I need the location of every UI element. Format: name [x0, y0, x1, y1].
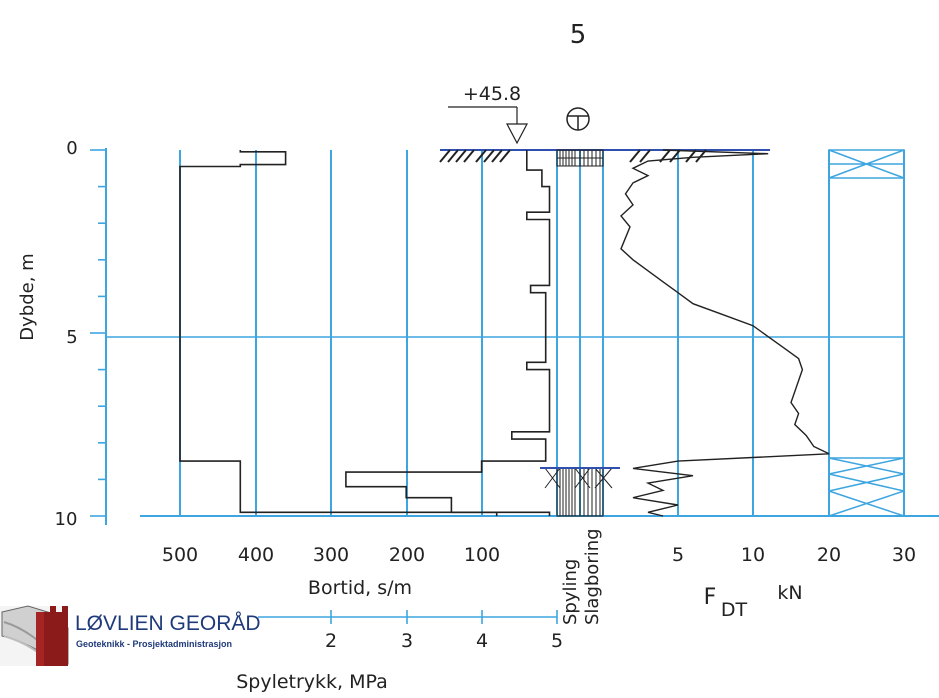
bortid-tick-500: 500: [162, 544, 198, 566]
logo-icon: [0, 604, 69, 666]
depth-tick-label-5: 5: [66, 327, 77, 348]
bortid-left-series: [179, 150, 498, 516]
spyletrykk-ticks: [330, 610, 558, 624]
bortid-tick-200: 200: [389, 544, 425, 566]
slagboring-bottom-fill: [544, 467, 613, 517]
fdt-tick-10: 10: [741, 544, 765, 566]
fdt-tick-30: 30: [892, 544, 916, 566]
bortid-tick-300: 300: [313, 544, 349, 566]
fdt-series: [620, 149, 830, 517]
spyling-label: Spyling: [560, 559, 581, 625]
drilling-columns: [556, 150, 604, 516]
ground-level-hatch-icon: [439, 149, 707, 163]
spyletrykk-tick-4: 4: [476, 630, 488, 652]
bortid-tick-400: 400: [238, 544, 274, 566]
bortid-axis-label: Bortid, s/m: [308, 577, 412, 599]
fdt-grid: [677, 150, 905, 516]
company-tagline: Geoteknikk - Prosjektadministrasjon: [76, 639, 232, 649]
spyletrykk-tick-2: 2: [325, 630, 337, 652]
ground-level-triangle-icon: [506, 123, 528, 145]
elevation-label: +45.8: [463, 83, 521, 105]
spyletrykk-axis-label: Spyletrykk, MPa: [236, 671, 388, 693]
fdt-axis-subscript: DT: [721, 599, 748, 621]
depth-tick-label-10: 10: [55, 509, 78, 530]
rock-hatch-bottom: [828, 457, 905, 517]
fdt-tick-5: 5: [672, 544, 684, 566]
slagboring-top-fill: [556, 149, 604, 167]
slagboring-label: Slagboring: [582, 528, 603, 625]
depth-axis-label: Dybde, m: [17, 253, 38, 340]
company-name: LØVLIEN GEORÅD: [75, 612, 261, 635]
borehole-number: 5: [570, 20, 587, 50]
fdt-axis-unit: kN: [777, 582, 802, 604]
rock-hatch-top: [828, 149, 905, 179]
bortid-tick-100: 100: [464, 544, 500, 566]
spyletrykk-tick-5: 5: [551, 630, 563, 652]
depth-axis-ticks: [90, 149, 106, 517]
ground-water-symbol-icon: [566, 107, 590, 131]
fdt-axis-label: F: [704, 585, 717, 610]
fdt-tick-20: 20: [817, 544, 841, 566]
spyletrykk-tick-3: 3: [401, 630, 413, 652]
bortid-right-series: [345, 150, 551, 516]
depth-tick-label-0: 0: [66, 138, 77, 159]
company-logo: LØVLIEN GEORÅD Geoteknikk - Prosjektadmi…: [0, 604, 261, 666]
